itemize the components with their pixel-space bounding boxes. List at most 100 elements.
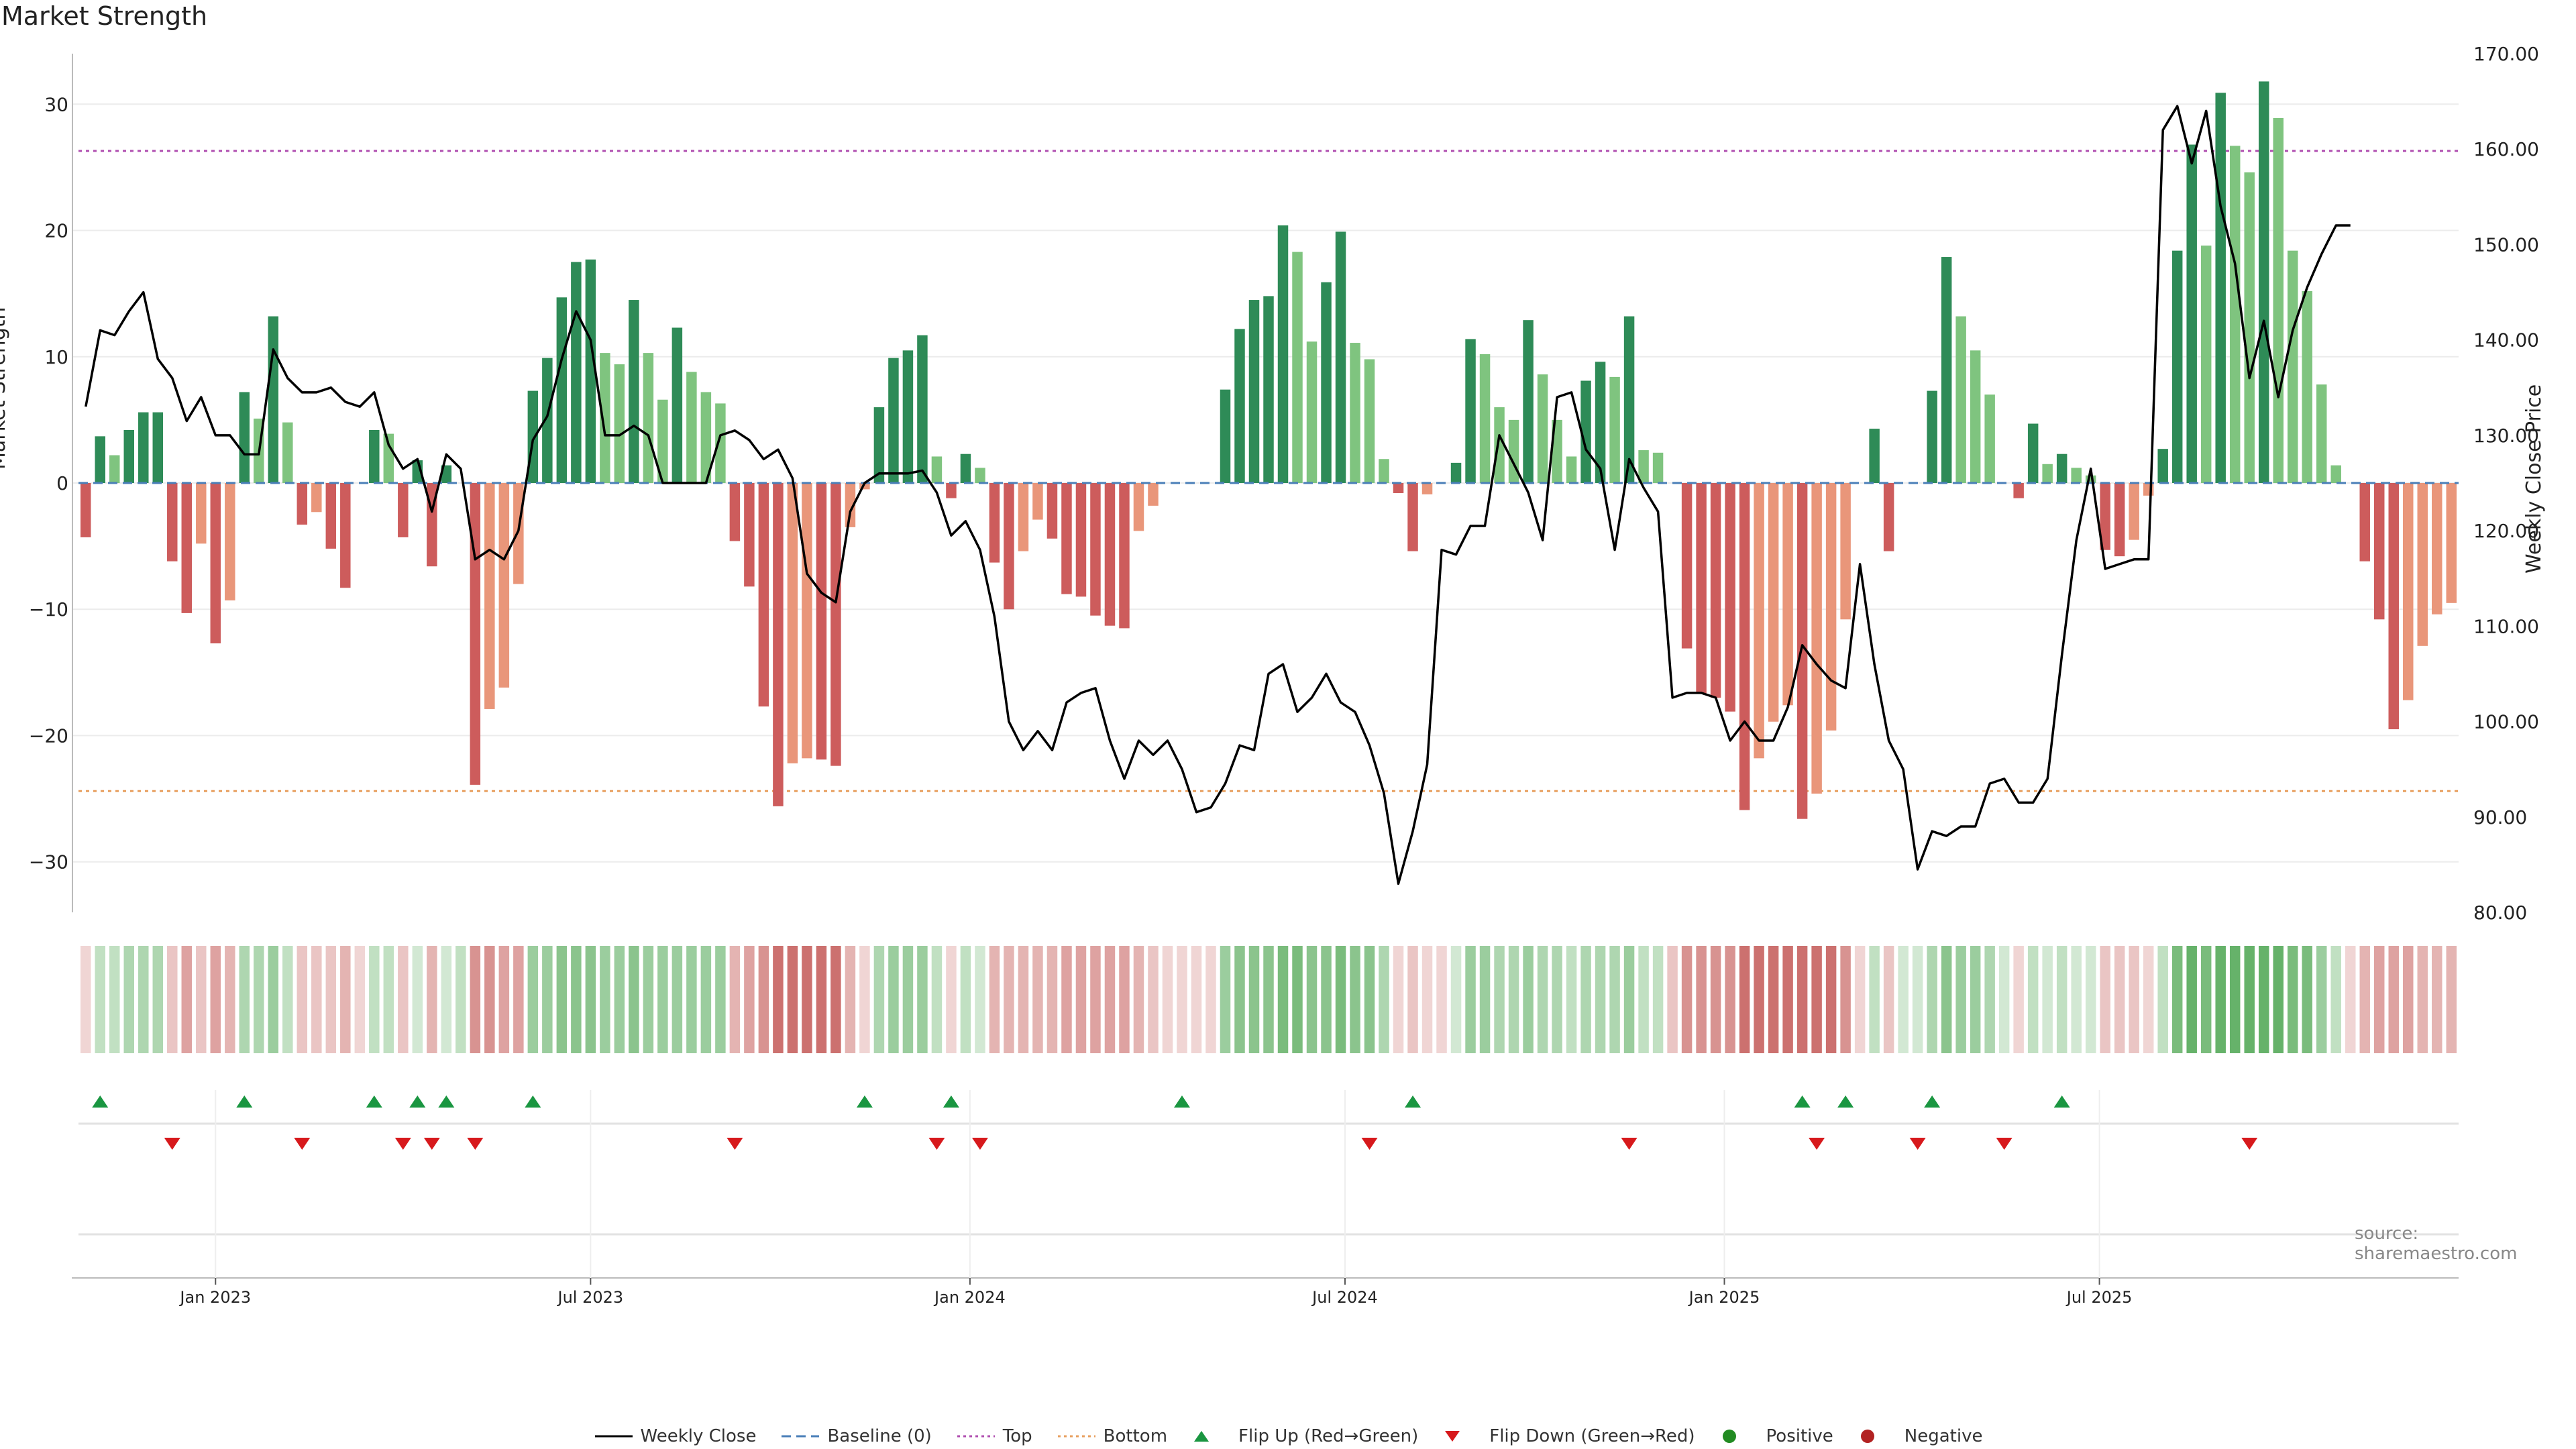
strength-bar xyxy=(585,259,596,483)
strength-bar xyxy=(513,483,524,584)
strength-bar xyxy=(1710,483,1721,698)
legend: Weekly Close Baseline (0) Top Bottom Fli… xyxy=(0,1426,2576,1446)
strength-bar xyxy=(859,483,870,490)
strength-bar xyxy=(2373,483,2385,620)
strength-bar xyxy=(1523,320,1534,483)
flip-up-marker xyxy=(409,1095,426,1108)
right-tick-label: 120.00 xyxy=(2473,520,2539,542)
negative-dot-icon xyxy=(1860,1430,1874,1443)
strength-bar xyxy=(181,483,193,613)
flip-down-marker xyxy=(928,1138,945,1150)
strength-bar xyxy=(1263,296,1274,483)
left-tick-label: 10 xyxy=(44,346,68,368)
strength-bar xyxy=(1292,252,1303,483)
band-cell xyxy=(2432,946,2443,1053)
band-cell xyxy=(787,946,798,1053)
band-cell xyxy=(2402,946,2414,1053)
right-tick-label: 110.00 xyxy=(2473,615,2539,637)
strength-bar xyxy=(210,483,221,644)
band-cell xyxy=(1061,946,1072,1053)
chart-title: Market Strength xyxy=(1,1,208,31)
band-cell xyxy=(1407,946,1418,1053)
strength-bar xyxy=(1090,483,1101,616)
flip-down-marker xyxy=(1909,1138,1926,1150)
band-cell xyxy=(758,946,769,1053)
left-tick-label: −30 xyxy=(29,851,68,873)
left-tick-label: 30 xyxy=(44,93,68,115)
band-cell xyxy=(1046,946,1058,1053)
band-cell xyxy=(2027,946,2039,1053)
strength-bar xyxy=(1075,483,1087,597)
legend-label: Top xyxy=(1002,1426,1032,1446)
strength-bar xyxy=(1379,459,1389,483)
legend-label: Flip Up (Red→Green) xyxy=(1238,1426,1419,1446)
band-cell xyxy=(2100,946,2110,1053)
strength-bar xyxy=(1984,394,1995,483)
band-cell xyxy=(1248,946,1260,1053)
flip-down-marker xyxy=(423,1138,440,1150)
band-cell xyxy=(2388,946,2399,1053)
band-cell xyxy=(600,946,610,1053)
strength-bar xyxy=(1421,483,1433,494)
band-cell xyxy=(686,946,697,1053)
strength-bar xyxy=(441,465,452,483)
band-cell xyxy=(1364,946,1375,1053)
band-cell xyxy=(629,946,639,1053)
strength-bar xyxy=(1840,483,1851,620)
strength-bar xyxy=(2056,453,2068,483)
band-cell xyxy=(1638,946,1649,1053)
strength-bar xyxy=(686,372,697,483)
flip-down-marker xyxy=(2241,1138,2258,1150)
flip-up-marker xyxy=(1794,1095,1811,1108)
band-cell xyxy=(1350,946,1360,1053)
left-tick-label: 20 xyxy=(44,220,68,242)
strength-bar xyxy=(2085,475,2096,483)
strength-bar xyxy=(109,455,120,483)
strength-bar xyxy=(2258,81,2269,484)
band-cell xyxy=(2330,946,2341,1053)
legend-swatch-top xyxy=(957,1435,995,1438)
band-cell xyxy=(2345,946,2356,1053)
strength-bar xyxy=(2287,250,2298,483)
band-cell xyxy=(1912,946,1923,1053)
strength-bar xyxy=(2027,423,2039,483)
band-cell xyxy=(1941,946,1952,1053)
strength-bar xyxy=(2171,250,2183,483)
strength-bar xyxy=(268,316,279,483)
band-cell xyxy=(802,946,812,1053)
band-cell xyxy=(1508,946,1519,1053)
band-cell xyxy=(470,946,481,1053)
legend-item-baseline: Baseline (0) xyxy=(780,1426,932,1446)
band-cell xyxy=(1306,946,1318,1053)
band-cell xyxy=(196,946,207,1053)
left-tick-label: −20 xyxy=(29,724,68,747)
band-cell xyxy=(1032,946,1043,1053)
strength-bar xyxy=(2302,290,2312,483)
strength-bar xyxy=(2200,246,2212,483)
flip-down-marker xyxy=(1621,1138,1638,1150)
band-cell xyxy=(1927,946,1937,1053)
strength-bar xyxy=(1350,343,1360,483)
strength-bar xyxy=(1148,483,1159,506)
band-cell xyxy=(1205,946,1216,1053)
flip-down-marker xyxy=(1996,1138,2012,1150)
right-tick-label: 140.00 xyxy=(2473,329,2539,352)
strength-bar xyxy=(1407,483,1418,551)
strength-bar xyxy=(196,483,207,544)
band-cell xyxy=(1321,946,1332,1053)
flip-down-marker xyxy=(1361,1138,1378,1150)
strength-bar xyxy=(830,483,841,766)
left-tick-label: −10 xyxy=(29,598,68,621)
strength-bar xyxy=(1652,452,1664,483)
positive-dot-icon xyxy=(1722,1430,1736,1443)
strength-bar xyxy=(1552,419,1562,483)
strength-bar xyxy=(1335,231,1346,483)
band-cell xyxy=(1277,946,1289,1053)
band-cell xyxy=(700,946,712,1053)
band-cell xyxy=(1090,946,1101,1053)
band-cell xyxy=(1782,946,1793,1053)
strength-bar xyxy=(311,483,322,513)
flip-down-marker xyxy=(1809,1138,1825,1150)
right-tick-label: 90.00 xyxy=(2473,806,2527,828)
band-cell xyxy=(1177,946,1187,1053)
